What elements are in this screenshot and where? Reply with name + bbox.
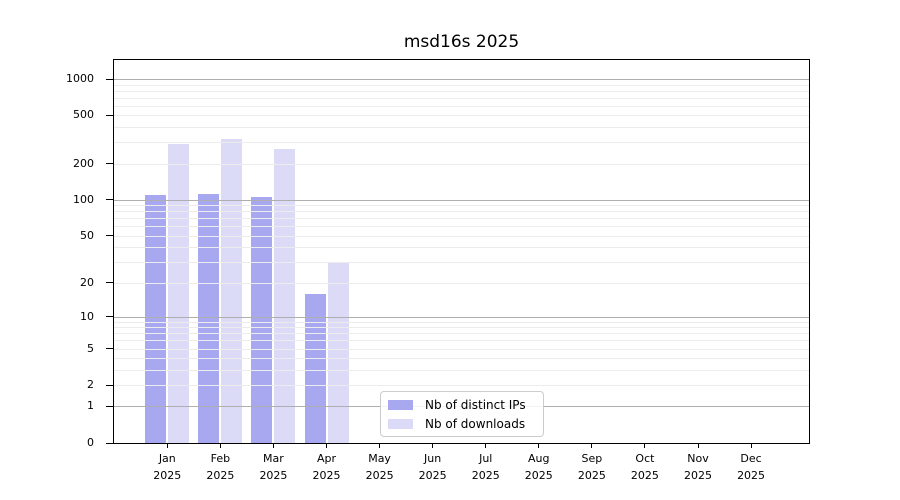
y-tick-label-200: 200 (73, 156, 94, 170)
legend-item-distinct-ips: Nb of distinct IPs (388, 397, 536, 413)
x-tick-label-aug: Aug 2025 (524, 452, 553, 482)
y-tick-mark-500 (106, 114, 114, 116)
bars-layer (114, 60, 809, 443)
x-tick-label-oct: Oct 2025 (630, 452, 659, 482)
x-tick-mark-mar (272, 443, 274, 448)
y-gridline-minor-50 (114, 235, 809, 237)
y-tick-label-1: 1 (87, 399, 94, 413)
bar-nb-of-distinct-ips-feb (198, 193, 220, 443)
x-tick-mark-nov (697, 443, 699, 448)
y-gridline-minor-8 (114, 327, 809, 329)
y-tick-mark-1000 (106, 78, 114, 80)
y-gridline-minor-30 (114, 262, 809, 264)
x-tick-label-jun: Jun 2025 (418, 452, 447, 482)
y-tick-label-1000: 1000 (66, 72, 94, 85)
x-tick-label-may: May 2025 (365, 452, 394, 482)
y-tick-label-500: 500 (73, 108, 94, 122)
y-tick-label-50: 50 (80, 228, 94, 242)
bar-nb-of-distinct-ips-jan (145, 194, 167, 443)
y-gridline-major-10 (114, 316, 809, 318)
y-gridline-major-100 (114, 199, 809, 201)
x-tick-mark-dec (750, 443, 752, 448)
y-gridline-minor-9 (114, 321, 809, 323)
y-gridline-minor-300 (114, 142, 809, 144)
x-tick-label-jan: Jan 2025 (153, 452, 182, 482)
y-tick-label-5: 5 (87, 341, 94, 355)
y-tick-mark-20 (106, 282, 114, 284)
y-gridline-minor-800 (114, 90, 809, 92)
x-tick-mark-oct (644, 443, 646, 448)
y-gridline-minor-20 (114, 282, 809, 284)
chart-title: msd16s 2025 (403, 32, 520, 52)
x-tick-mark-may (379, 443, 381, 448)
y-gridline-minor-200 (114, 163, 809, 165)
y-tick-label-20: 20 (80, 275, 94, 289)
x-tick-label-feb: Feb 2025 (206, 452, 235, 482)
y-tick-mark-50 (106, 235, 114, 237)
y-tick-mark-0 (106, 442, 114, 444)
y-gridline-minor-7 (114, 333, 809, 335)
y-gridline-minor-5 (114, 348, 809, 350)
y-gridline-minor-60 (114, 226, 809, 228)
y-gridline-minor-500 (114, 115, 809, 117)
y-gridline-minor-6 (114, 340, 809, 342)
x-tick-mark-jun (432, 443, 434, 448)
y-gridline-minor-900 (114, 84, 809, 86)
y-tick-mark-200 (106, 163, 114, 165)
y-gridline-minor-2 (114, 385, 809, 387)
bar-nb-of-downloads-mar (274, 149, 296, 443)
y-tick-mark-2 (106, 384, 114, 386)
legend-item-downloads: Nb of downloads (388, 416, 536, 432)
legend-label-distinct-ips: Nb of distinct IPs (425, 397, 526, 412)
x-tick-label-apr: Apr 2025 (312, 452, 341, 482)
y-gridline-minor-3 (114, 369, 809, 371)
y-tick-mark-10 (106, 316, 114, 318)
y-gridline-minor-80 (114, 211, 809, 213)
axis-layer: 0 1 2 5 10 20 50 100 200 500 1000 Jan 2025 Feb 2025 M… (66, 60, 809, 482)
bar-nb-of-downloads-apr (327, 262, 349, 443)
y-tick-label-2: 2 (87, 378, 94, 392)
x-tick-mark-jul (485, 443, 487, 448)
y-gridline-minor-90 (114, 205, 809, 207)
x-tick-label-jul: Jul 2025 (471, 452, 500, 482)
x-tick-label-sep: Sep 2025 (577, 452, 606, 482)
y-gridline-minor-70 (114, 218, 809, 220)
x-tick-mark-apr (326, 443, 327, 448)
x-tick-label-mar: Mar 2025 (259, 452, 288, 482)
y-gridline-major-1000 (114, 79, 809, 80)
x-tick-label-nov: Nov 2025 (684, 452, 712, 482)
legend-label-downloads: Nb of downloads (425, 416, 526, 431)
y-gridline-minor-40 (114, 247, 809, 249)
y-gridline-minor-600 (114, 105, 809, 107)
x-tick-mark-feb (219, 443, 221, 448)
bar-nb-of-downloads-feb (221, 139, 243, 443)
bar-nb-of-distinct-ips-apr (304, 293, 326, 443)
x-tick-mark-jan (166, 443, 168, 448)
legend: Nb of distinct IPs Nb of downloads (380, 391, 544, 437)
plot-area: 0 1 2 5 10 20 50 100 200 500 1000 Jan 2025 Feb 2025 M… (66, 59, 810, 482)
x-tick-mark-aug (538, 443, 540, 448)
y-tick-label-100: 100 (73, 192, 94, 206)
y-tick-mark-5 (106, 348, 114, 350)
y-tick-label-0: 0 (87, 436, 94, 449)
y-tick-label-10: 10 (80, 309, 94, 323)
y-gridline-minor-400 (114, 127, 809, 129)
x-tick-label-dec: Dec 2025 (737, 452, 766, 482)
x-tick-mark-sep (591, 443, 593, 448)
y-tick-mark-100 (106, 199, 114, 201)
y-gridline-minor-700 (114, 97, 809, 99)
legend-swatch-distinct-ips (388, 399, 413, 410)
legend-swatch-downloads (388, 418, 413, 429)
bar-nb-of-distinct-ips-mar (251, 197, 273, 443)
y-tick-mark-1 (106, 405, 114, 407)
y-gridline-minor-4 (114, 358, 809, 360)
